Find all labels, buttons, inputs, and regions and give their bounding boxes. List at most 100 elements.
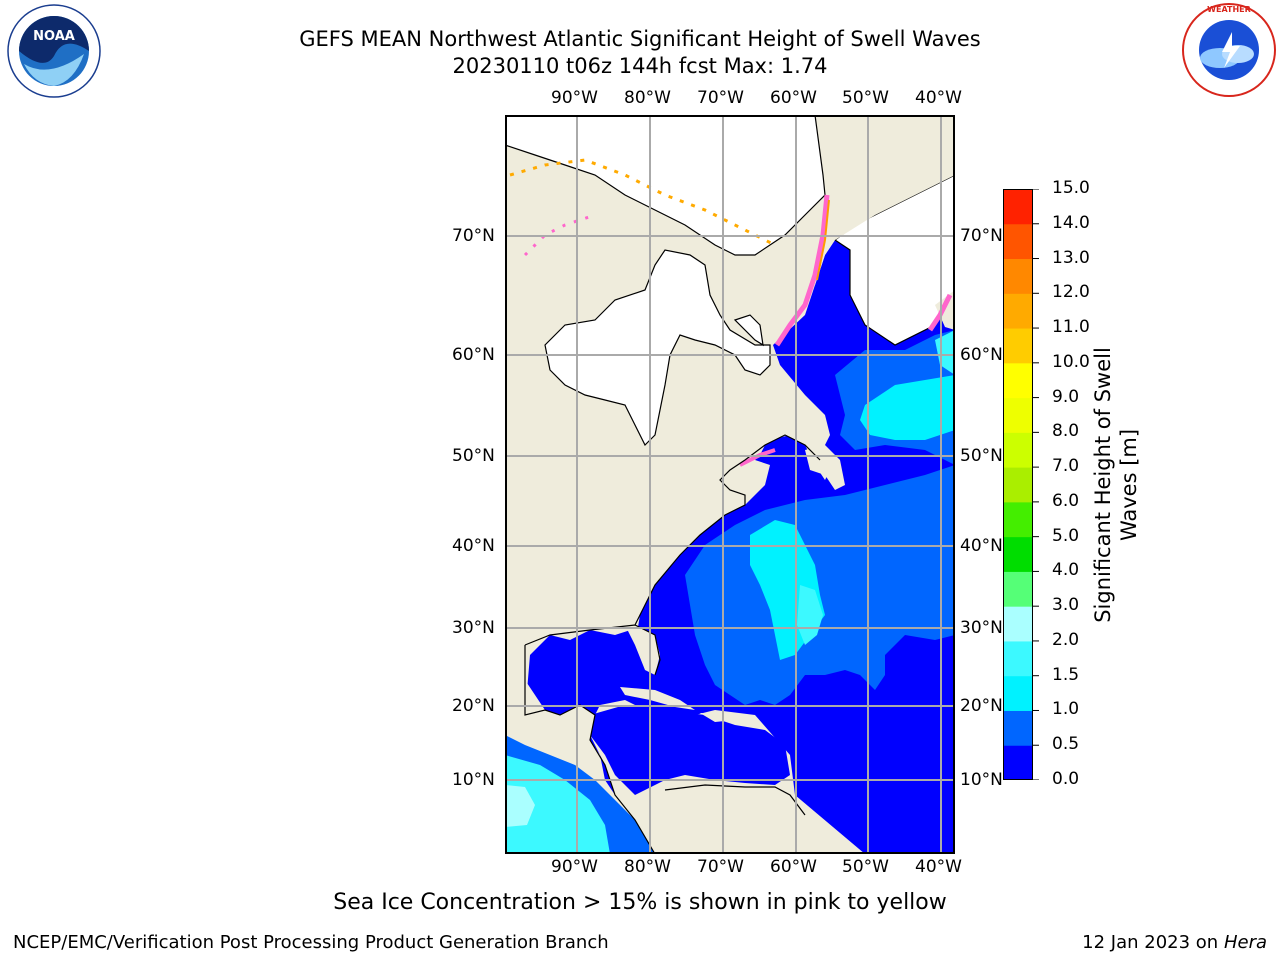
sea-ice-fringe-hudson (523, 213, 596, 257)
lon-label-bottom: 50°W (842, 857, 889, 877)
colorbar-tick-label: 8.0 (1052, 421, 1080, 442)
colorbar-tick-label: 10.0 (1052, 351, 1090, 372)
colorbar-tick-label: 1.5 (1052, 664, 1080, 685)
south-america (655, 785, 845, 854)
footer-host: Hera (1223, 932, 1267, 953)
colorbar-tick-label: 3.0 (1052, 595, 1080, 616)
lat-label-left: 20°N (452, 696, 495, 716)
sea-ice-fringe-labrador (774, 194, 830, 347)
colorbar-tick-label: 6.0 (1052, 490, 1080, 511)
lat-label-left: 60°N (452, 345, 495, 365)
greenland-east-land (795, 115, 955, 295)
graticule (505, 115, 955, 854)
colorbar-swatch (1003, 640, 1033, 677)
lat-label-left: 70°N (452, 226, 495, 246)
lon-label-top: 80°W (624, 88, 671, 108)
coastline (524, 434, 821, 676)
lon-label-bottom: 60°W (770, 857, 817, 877)
ungava (733, 314, 764, 347)
colorbar-tick-label: 12.0 (1052, 282, 1090, 303)
colorbar-swatch (1003, 606, 1033, 642)
colorbar-swatch (1003, 675, 1033, 711)
lon-label-bottom: 40°W (915, 857, 962, 877)
colorbar-swatch (1003, 571, 1033, 607)
ocean-mid (685, 465, 955, 705)
lat-label-right: 30°N (960, 618, 1003, 638)
colorbar-title-line2: Waves [m] (1117, 428, 1141, 542)
map-border (505, 115, 955, 854)
lon-label-top: 70°W (697, 88, 744, 108)
lon-label-top: 90°W (551, 88, 598, 108)
colorbar-swatch (1003, 432, 1033, 468)
lat-label-right: 10°N (960, 770, 1003, 790)
north-america-land (505, 115, 830, 735)
lat-label-right: 20°N (960, 696, 1003, 716)
footer-credit: NCEP/EMC/Verification Post Processing Pr… (13, 932, 609, 953)
colorbar-swatch (1003, 501, 1033, 538)
noaa-logo-text: NOAA (33, 29, 75, 44)
colorbar-tick-label: 5.0 (1052, 525, 1080, 546)
colorbar-title: Significant Height of Swell Waves [m] (1090, 347, 1142, 623)
coastline-central (524, 645, 656, 854)
lat-label-left: 50°N (452, 446, 495, 466)
colorbar-swatch (1003, 258, 1033, 294)
colorbar-swatch (1003, 745, 1033, 781)
nws-logo: WEATHER (1180, 2, 1278, 98)
colorbar (1003, 188, 1039, 781)
lon-label-bottom: 70°W (697, 857, 744, 877)
yucatan (545, 705, 595, 745)
colorbar-tick-label: 11.0 (1052, 317, 1090, 338)
map-panel (505, 115, 955, 854)
colorbar-swatch (1003, 293, 1033, 329)
lat-label-left: 40°N (452, 536, 495, 556)
colorbar-swatch (1003, 362, 1033, 399)
florida (625, 625, 660, 675)
pacific-light (505, 785, 535, 827)
sea-ice-note: Sea Ice Concentration > 15% is shown in … (333, 890, 947, 915)
colorbar-tick-label: 15.0 (1052, 178, 1090, 198)
hudson-bay (544, 249, 771, 447)
lat-label-right: 50°N (960, 446, 1003, 466)
lat-label-right: 60°N (960, 345, 1003, 365)
footer-date-text: 12 Jan 2023 on (1082, 932, 1224, 953)
colorbar-title-line1: Significant Height of Swell (1091, 347, 1115, 623)
sea-ice-fringe-labrador-2 (816, 199, 830, 281)
colorbar-swatch (1003, 467, 1033, 503)
colorbar-swatch (1003, 189, 1033, 225)
map-title: GEFS MEAN Northwest Atlantic Significant… (299, 27, 981, 51)
colorbar-tick-label: 4.0 (1052, 560, 1080, 581)
colorbar-tick-label: 2.0 (1052, 629, 1080, 650)
lat-label-left: 10°N (452, 770, 495, 790)
colorbar-swatch (1003, 536, 1033, 572)
colorbar-tick-label: 1.0 (1052, 699, 1080, 720)
ocean-cyan-mid-2 (797, 585, 823, 645)
colorbar-tick-label: 0.0 (1052, 769, 1080, 789)
cuba (620, 687, 695, 710)
colorbar-tick-label: 7.0 (1052, 456, 1080, 477)
gulf-of-mexico (525, 627, 655, 715)
lat-label-left: 30°N (452, 618, 495, 638)
colorbar-tick-label: 0.5 (1052, 734, 1080, 755)
ocean-cyan (860, 375, 955, 440)
noaa-logo: NOAA (4, 4, 104, 98)
lon-label-top: 40°W (915, 88, 962, 108)
colorbar-swatch (1003, 223, 1033, 260)
colorbar-swatch (1003, 710, 1033, 746)
lon-label-bottom: 90°W (551, 857, 598, 877)
colorbar-border (1003, 189, 1033, 780)
arctic-channels (505, 115, 826, 256)
colorbar-tick-label: 9.0 (1052, 386, 1080, 407)
svg-text:WEATHER: WEATHER (1207, 5, 1251, 14)
colorbar-svg (1003, 188, 1039, 781)
lon-label-top: 60°W (770, 88, 817, 108)
colorbar-tick-label: 13.0 (1052, 247, 1090, 268)
lon-label-bottom: 80°W (624, 857, 671, 877)
lat-label-right: 70°N (960, 226, 1003, 246)
coastline-sa (664, 784, 806, 816)
map-subtitle: 20230110 t06z 144h fcst Max: 1.74 (452, 54, 828, 78)
colorbar-tick-label: 14.0 (1052, 212, 1090, 233)
caribbean (590, 705, 790, 795)
colorbar-swatch (1003, 397, 1033, 433)
lat-label-right: 40°N (960, 536, 1003, 556)
colorbar-swatch (1003, 328, 1033, 364)
